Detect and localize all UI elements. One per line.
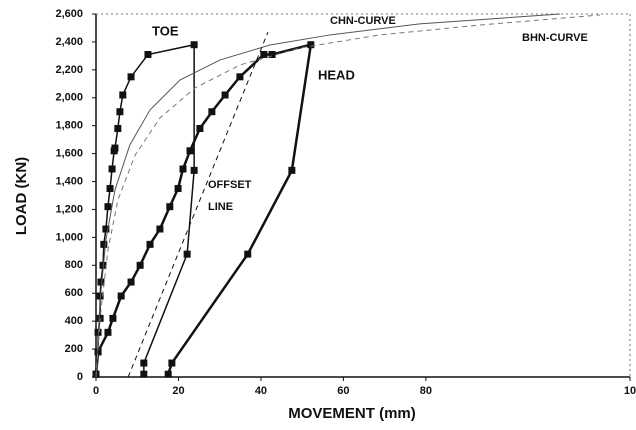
marker (127, 278, 135, 286)
marker (166, 203, 174, 211)
x-tick-label: 20 (172, 385, 184, 397)
marker (190, 166, 198, 174)
y-tick-label: 800 (65, 259, 83, 271)
marker (114, 124, 122, 132)
x-tick-label: 10 (624, 385, 636, 397)
marker (97, 278, 105, 286)
marker (119, 91, 127, 99)
marker (136, 261, 144, 269)
marker (104, 328, 112, 336)
x-tick-label: 40 (255, 385, 267, 397)
y-tick-label: 2,400 (55, 36, 83, 48)
marker (140, 370, 148, 378)
marker (183, 250, 191, 258)
marker (307, 41, 315, 49)
y-tick-label: 1,400 (55, 175, 83, 187)
marker (196, 124, 204, 132)
y-tick-label: 1,800 (55, 120, 83, 132)
annotation: OFFSET (208, 179, 252, 191)
annotation: LINE (208, 201, 233, 213)
marker (94, 348, 102, 356)
y-tick-label: 2,600 (55, 8, 83, 20)
marker (174, 185, 182, 193)
y-tick-label: 2,000 (55, 92, 83, 104)
series-label: CHN-CURVE (330, 15, 396, 27)
marker (260, 50, 268, 58)
marker (208, 108, 216, 116)
marker (117, 292, 125, 300)
y-tick-label: 2,200 (55, 64, 83, 76)
y-tick-label: 1,000 (55, 231, 83, 243)
series-label: TOE (152, 23, 179, 38)
marker (144, 50, 152, 58)
x-tick-label: 60 (337, 385, 349, 397)
x-tick-label: 0 (93, 385, 99, 397)
marker (102, 225, 110, 233)
marker (190, 41, 198, 49)
y-tick-label: 1,600 (55, 148, 83, 160)
marker (108, 165, 116, 173)
series-label: HEAD (318, 67, 355, 82)
series-line (95, 13, 560, 378)
marker (156, 225, 164, 233)
series-line (127, 31, 269, 378)
series-line (94, 43, 313, 375)
marker (127, 73, 135, 81)
y-tick-label: 600 (65, 287, 83, 299)
y-tick-label: 200 (65, 343, 83, 355)
marker (221, 91, 229, 99)
marker (111, 144, 119, 152)
marker (100, 240, 108, 248)
marker (146, 240, 154, 248)
y-tick-label: 400 (65, 315, 83, 327)
marker (268, 50, 276, 58)
marker (288, 166, 296, 174)
marker (109, 314, 117, 322)
marker (236, 73, 244, 81)
marker (140, 359, 148, 367)
marker (186, 147, 194, 155)
x-tick-label: 80 (420, 385, 432, 397)
series-label: BHN-CURVE (522, 32, 588, 44)
marker (179, 165, 187, 173)
marker (244, 250, 252, 258)
y-tick-label: 1,200 (55, 203, 83, 215)
marker (106, 185, 114, 193)
series-line (95, 14, 600, 378)
y-tick-label: 0 (77, 371, 83, 383)
marker (168, 359, 176, 367)
marker (116, 108, 124, 116)
marker (104, 203, 112, 211)
y-axis-title: LOAD (KN) (13, 157, 30, 235)
marker (164, 370, 172, 378)
x-axis-title: MOVEMENT (mm) (288, 405, 416, 422)
